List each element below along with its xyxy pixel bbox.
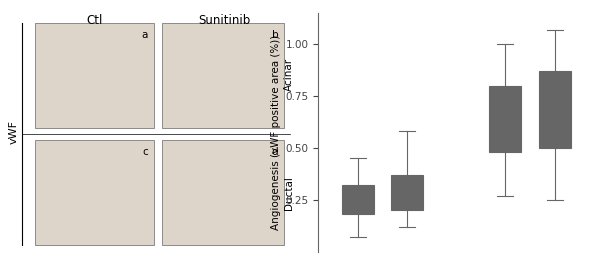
Text: Acinar: Acinar — [284, 58, 294, 91]
Bar — [163, 23, 284, 128]
Text: vWF: vWF — [8, 121, 18, 144]
PathPatch shape — [490, 86, 521, 152]
Bar — [35, 23, 154, 128]
Y-axis label: Angiogenesis (vWF positive area (%)): Angiogenesis (vWF positive area (%)) — [271, 35, 281, 230]
PathPatch shape — [391, 175, 423, 210]
PathPatch shape — [341, 186, 374, 214]
PathPatch shape — [539, 71, 571, 148]
Bar — [35, 140, 154, 245]
Text: Ductal: Ductal — [284, 176, 294, 210]
Text: Sunitinib: Sunitinib — [199, 14, 251, 28]
Text: c: c — [142, 147, 148, 157]
Bar — [163, 140, 284, 245]
Text: d: d — [272, 147, 278, 157]
Text: b: b — [272, 30, 278, 40]
Text: a: a — [142, 30, 148, 40]
Text: Ctl: Ctl — [86, 14, 103, 28]
